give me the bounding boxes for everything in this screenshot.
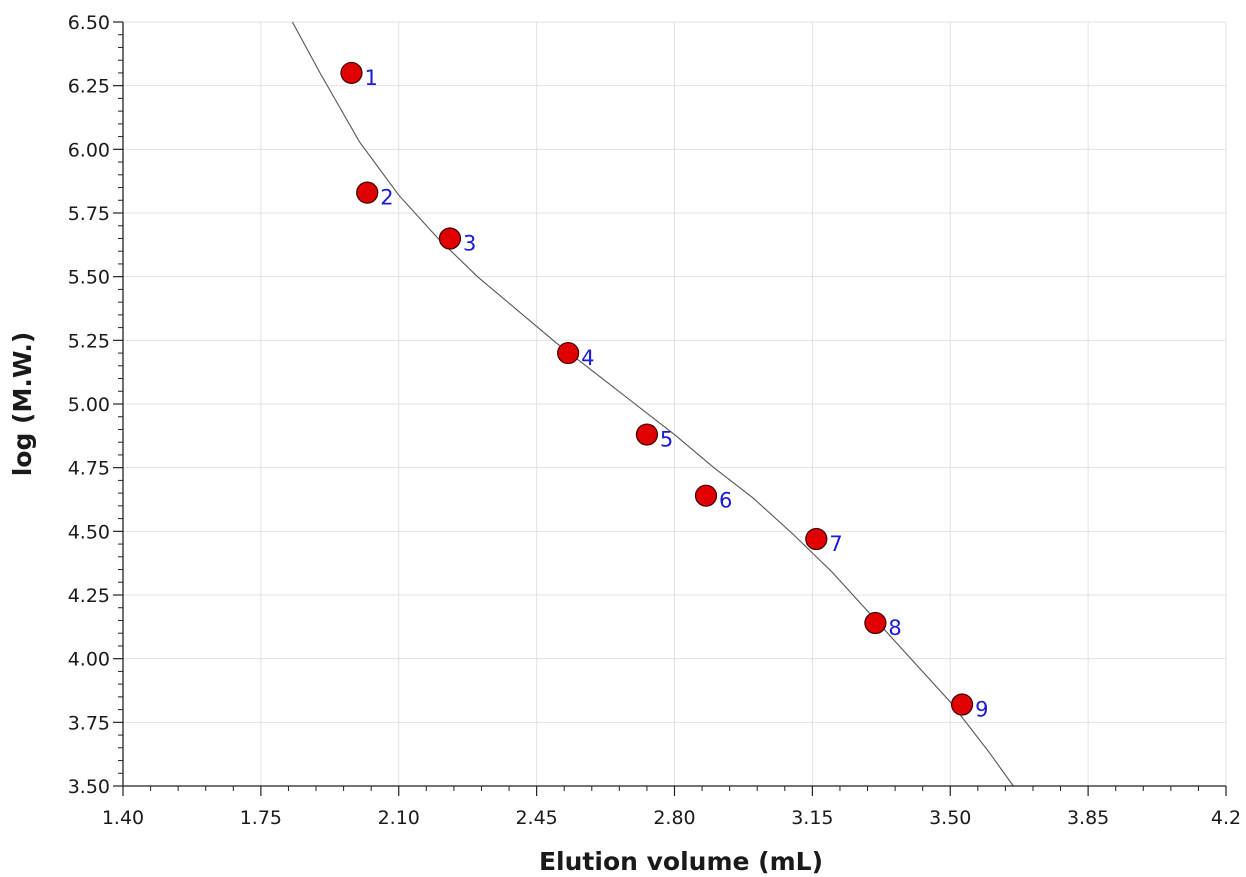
y-tick-label: 4.25 <box>68 585 110 607</box>
point-label: 5 <box>660 428 673 452</box>
data-point <box>438 227 462 250</box>
data-point <box>635 423 659 446</box>
x-tick-label: 4.2 <box>1211 807 1241 829</box>
point-label: 4 <box>581 346 594 370</box>
x-tick-label: 2.45 <box>515 807 557 829</box>
point-label: 2 <box>380 186 393 210</box>
x-tick-label: 3.15 <box>791 807 833 829</box>
point-label: 8 <box>888 616 901 640</box>
y-tick-label: 3.50 <box>68 776 110 798</box>
data-point <box>805 527 828 551</box>
fit-curve <box>291 21 1014 787</box>
data-point <box>356 181 379 204</box>
data-point <box>694 484 718 507</box>
y-tick-label: 5.75 <box>68 203 110 225</box>
point-label: 6 <box>719 489 732 513</box>
y-tick-label: 5.25 <box>68 330 110 352</box>
data-point <box>950 693 974 716</box>
y-axis-title: log (M.W.) <box>8 332 37 477</box>
x-tick-label: 3.50 <box>929 807 971 829</box>
y-tick-label: 6.00 <box>68 139 110 161</box>
y-tick-label: 4.50 <box>68 521 110 543</box>
x-tick-label: 1.75 <box>240 807 282 829</box>
data-points-group: 1 2 3 4 5 6 7 8 9 <box>340 61 988 722</box>
point-label: 1 <box>364 66 377 90</box>
point-label: 9 <box>975 698 988 722</box>
point-label: 7 <box>829 532 842 556</box>
x-tick-label: 1.40 <box>102 807 144 829</box>
y-tick-label: 3.75 <box>68 712 110 734</box>
x-tick-label: 2.10 <box>378 807 420 829</box>
data-point <box>864 611 887 635</box>
x-tick-label: 3.85 <box>1067 807 1109 829</box>
y-tick-label: 4.75 <box>68 458 110 480</box>
y-tick-label: 6.25 <box>68 76 110 98</box>
y-tick-label: 4.00 <box>68 649 110 671</box>
y-tick-label: 5.50 <box>68 267 110 289</box>
data-point <box>557 341 580 365</box>
x-tick-label: 2.80 <box>653 807 695 829</box>
axes-group: 1.40 1.75 2.10 2.45 2.80 3.15 3.50 3.85 4.2 6.50 6… <box>68 12 1241 829</box>
fit-curve-group <box>291 21 1014 787</box>
x-axis-title: Elution volume (mL) <box>539 847 823 876</box>
data-point <box>340 61 363 85</box>
point-label: 3 <box>463 231 476 255</box>
y-tick-label: 5.00 <box>68 394 110 416</box>
y-tick-label: 6.50 <box>68 12 110 34</box>
